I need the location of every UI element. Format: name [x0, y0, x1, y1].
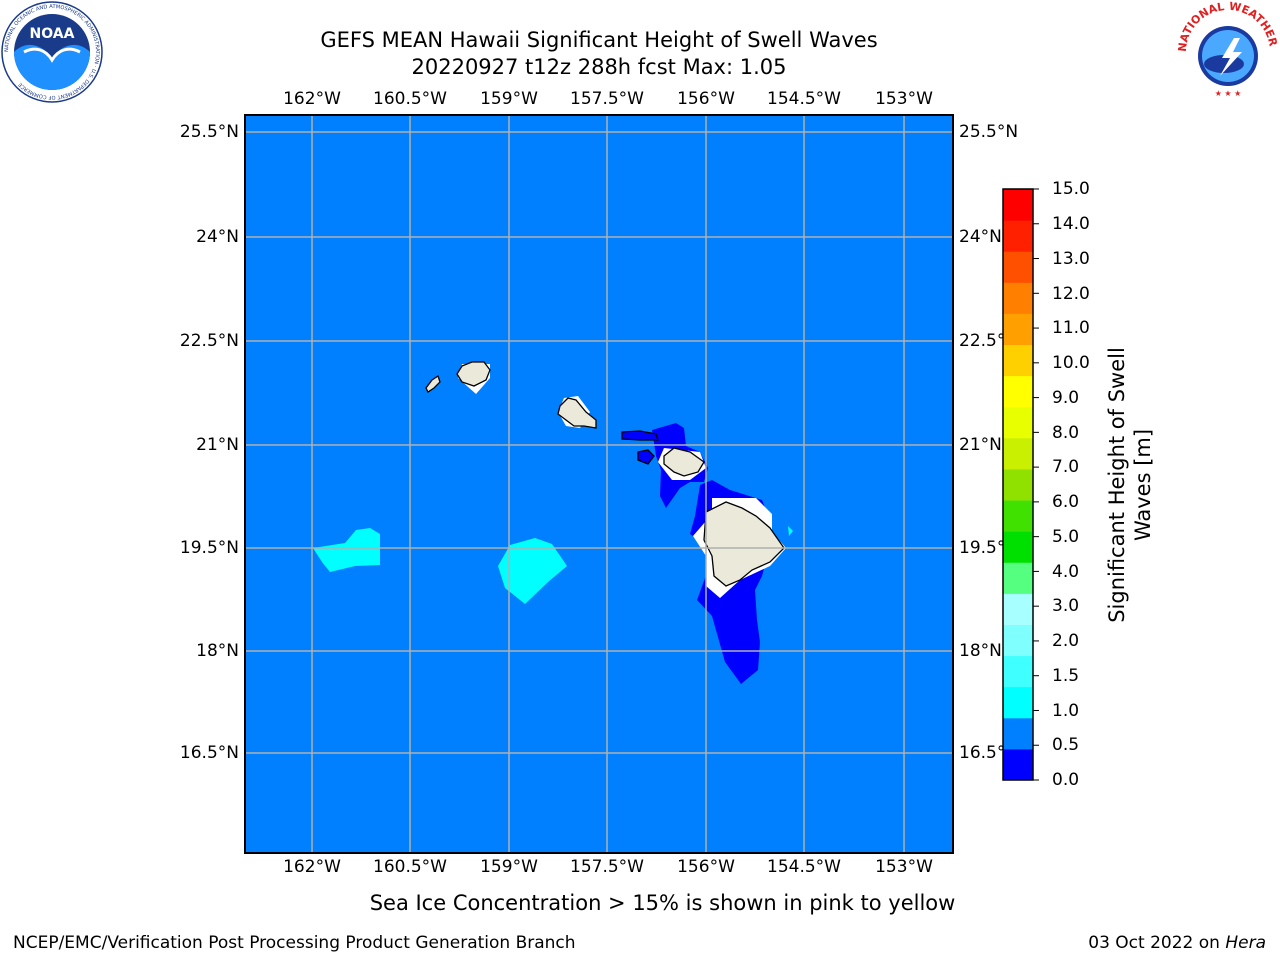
lat-label-left: 22.5°N — [179, 331, 239, 351]
nws-logo: NATIONAL WEATHER SERVICE ★ ★ ★ — [1176, 0, 1280, 102]
svg-text:★ ★ ★: ★ ★ ★ — [1215, 89, 1242, 98]
colorbar-tick-label: 7.0 — [1052, 457, 1080, 477]
lon-label-bottom: 162°W — [283, 857, 341, 877]
island-oahu — [557, 397, 597, 429]
colorbar-tick-label: 1.0 — [1052, 701, 1080, 721]
map-area[interactable] — [244, 114, 955, 855]
lon-label-top: 154.5°W — [767, 89, 841, 109]
graticule — [245, 115, 953, 853]
lon-label-top: 160.5°W — [373, 89, 447, 109]
island-molokai — [621, 430, 659, 441]
colorbar-segment — [1003, 406, 1033, 439]
colorbar-frame — [1002, 188, 1034, 781]
map-frame — [244, 114, 954, 854]
colorbar-segment — [1003, 344, 1033, 377]
colorbar-segment — [1003, 624, 1033, 657]
colorbar-tick-label: 9.0 — [1052, 388, 1080, 408]
noaa-logo: NATIONAL OCEANIC AND ATMOSPHERIC ADMINIS… — [1, 1, 103, 103]
lon-label-bottom: 153°W — [875, 857, 933, 877]
colorbar-segment — [1003, 313, 1033, 346]
colorbar-segment — [1003, 686, 1033, 719]
colorbar-tick-label: 10.0 — [1052, 353, 1090, 373]
colorbar-tick-label: 11.0 — [1052, 318, 1090, 338]
lon-label-bottom: 157.5°W — [570, 857, 644, 877]
lat-label-left: 16.5°N — [179, 743, 239, 763]
lat-label-right: 25.5°N — [959, 122, 1019, 142]
lat-label-right: 24°N — [959, 227, 1002, 247]
lon-label-top: 156°W — [677, 89, 735, 109]
machine-name: Hera — [1225, 933, 1266, 953]
lon-label-bottom: 160.5°W — [373, 857, 447, 877]
colorbar-segment — [1003, 562, 1033, 594]
island-niihau — [425, 374, 441, 393]
lat-label-left: 19.5°N — [179, 538, 239, 558]
colorbar-tick-label: 3.0 — [1052, 596, 1080, 616]
colorbar-segment — [1003, 220, 1033, 252]
map-subtitle: 20220927 t12z 288h fcst Max: 1.05 — [411, 55, 787, 79]
colorbar-tick-label: 0.0 — [1052, 770, 1080, 790]
colorbar-segment — [1003, 189, 1033, 221]
colorbar-tick-label: 14.0 — [1052, 214, 1090, 234]
colorbar-segment — [1003, 593, 1033, 625]
lon-label-top: 162°W — [283, 89, 341, 109]
swell-patch-small — [788, 526, 793, 536]
colorbar-tick-label: 1.5 — [1052, 666, 1080, 686]
lat-label-right: 18°N — [959, 641, 1002, 661]
colorbar-tick-label: 4.0 — [1052, 562, 1080, 582]
island-kauai — [456, 361, 491, 387]
colorbar-segment — [1003, 748, 1033, 781]
colorbar — [1002, 188, 1039, 781]
swell-patch-west — [313, 528, 380, 572]
colorbar-segment — [1003, 500, 1033, 532]
lon-label-bottom: 156°W — [677, 857, 735, 877]
run-date: 03 Oct 2022 on Hera — [1088, 933, 1266, 953]
lon-label-top: 157.5°W — [570, 89, 644, 109]
swell-patch-central — [498, 538, 567, 604]
map-title: GEFS MEAN Hawaii Significant Height of S… — [320, 28, 878, 52]
colorbar-tick-label: 2.0 — [1052, 631, 1080, 651]
sea-ice-note: Sea Ice Concentration > 15% is shown in … — [369, 891, 956, 915]
colorbar-segment — [1003, 468, 1033, 501]
colorbar-title: Significant Height of Swell Waves [m] — [1105, 347, 1155, 623]
lon-label-top: 153°W — [875, 89, 933, 109]
noaa-logo-text: NOAA — [30, 26, 75, 42]
colorbar-tick-label: 6.0 — [1052, 492, 1080, 512]
colorbar-tick-label: 13.0 — [1052, 249, 1090, 269]
colorbar-segment — [1003, 251, 1033, 283]
colorbar-segment — [1003, 437, 1033, 470]
colorbar-tick-label: 0.5 — [1052, 735, 1080, 755]
colorbar-tick-label: 8.0 — [1052, 423, 1080, 443]
colorbar-segment — [1003, 655, 1033, 688]
branch-credit: NCEP/EMC/Verification Post Processing Pr… — [13, 933, 576, 953]
colorbar-segment — [1003, 375, 1033, 408]
colorbar-tick-label: 15.0 — [1052, 179, 1090, 199]
lat-label-left: 21°N — [196, 435, 239, 455]
lat-label-left: 18°N — [196, 641, 239, 661]
lon-label-top: 159°W — [480, 89, 538, 109]
lat-label-left: 25.5°N — [179, 122, 239, 142]
lat-label-left: 24°N — [196, 227, 239, 247]
lon-label-bottom: 159°W — [480, 857, 538, 877]
colorbar-tick-label: 5.0 — [1052, 527, 1080, 547]
island-maui — [663, 447, 705, 477]
lat-label-right: 21°N — [959, 435, 1002, 455]
island-hawaii — [703, 501, 785, 587]
island-lanai — [637, 449, 655, 465]
colorbar-tick-label: 12.0 — [1052, 284, 1090, 304]
colorbar-segment — [1003, 282, 1033, 314]
lon-label-bottom: 154.5°W — [767, 857, 841, 877]
colorbar-segment — [1003, 717, 1033, 750]
ocean — [245, 115, 953, 853]
colorbar-segment — [1003, 531, 1033, 563]
